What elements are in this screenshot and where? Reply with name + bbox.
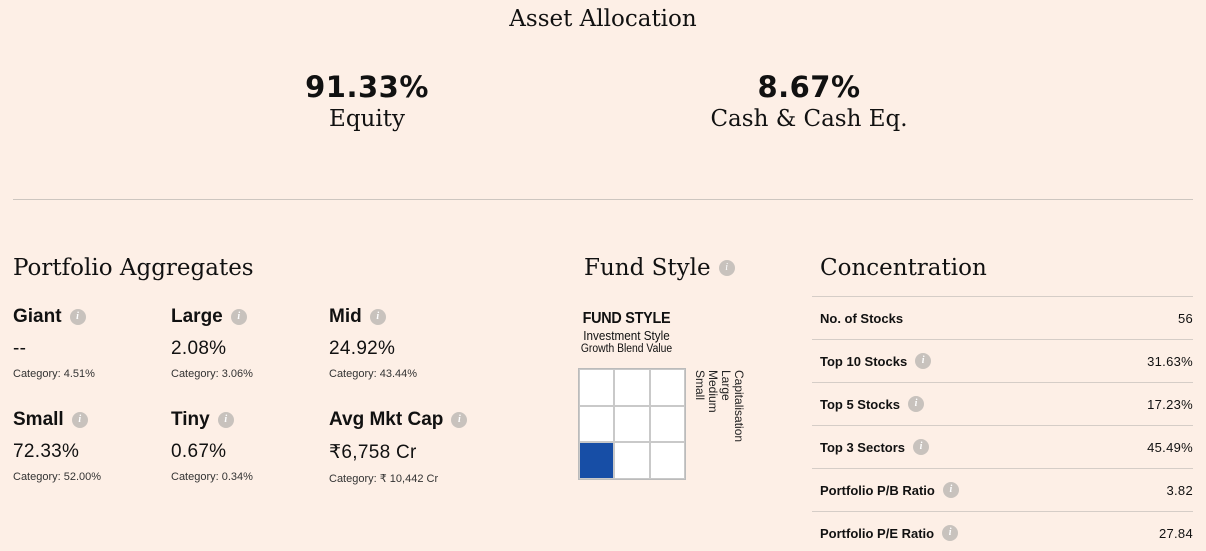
aggregate-name: Mid — [329, 306, 362, 327]
aggregate-giant: Giant i -- Category: 4.51% — [13, 305, 168, 380]
aggregate-value: -- — [13, 338, 27, 359]
concentration-row: Top 10 Stocks i 31.63% — [812, 339, 1193, 382]
concentration-title: Concentration — [820, 255, 987, 281]
aggregate-category: Category: 43.44% — [329, 368, 418, 380]
style-box-subtitle: Investment Style — [583, 328, 670, 343]
cash-label: Cash & Cash Eq. — [710, 106, 908, 132]
concentration-row: Portfolio P/E Ratio i 27.84 — [812, 511, 1193, 551]
aggregate-value: 0.67% — [171, 441, 227, 462]
cash-allocation: 8.67% Cash & Cash Eq. — [679, 70, 939, 132]
info-icon[interactable]: i — [718, 260, 735, 276]
style-cell-large-value — [649, 369, 685, 406]
aggregate-mid: Mid i 24.92% Category: 43.44% — [329, 305, 484, 380]
aggregate-name: Large — [171, 306, 223, 327]
info-icon[interactable]: i — [942, 482, 959, 498]
concentration-row: Top 5 Stocks i 17.23% — [812, 382, 1193, 425]
info-icon[interactable]: i — [69, 309, 86, 325]
fund-style-title-text: Fund Style — [584, 255, 711, 281]
info-icon[interactable]: i — [217, 412, 234, 428]
concentration-label: Portfolio P/E Ratio — [820, 525, 935, 541]
info-icon[interactable]: i — [942, 525, 959, 541]
cash-percent: 8.67% — [757, 70, 861, 104]
aggregate-category: Category: ₹ 10,442 Cr — [329, 473, 439, 485]
portfolio-aggregates-title: Portfolio Aggregates — [13, 255, 254, 281]
style-cell-small-blend — [614, 442, 650, 479]
style-box-vertical-title: Capitalisation — [732, 370, 746, 443]
concentration-value: 27.84 — [1158, 525, 1193, 541]
concentration-row: Portfolio P/B Ratio i 3.82 — [812, 468, 1193, 511]
concentration-value: 56 — [1177, 310, 1193, 326]
concentration-value: 45.49% — [1147, 439, 1193, 455]
aggregate-value: 24.92% — [329, 338, 396, 359]
aggregate-category: Category: 52.00% — [13, 471, 102, 483]
equity-label: Equity — [329, 106, 405, 132]
info-icon[interactable]: i — [451, 412, 468, 428]
style-cell-medium-blend — [614, 405, 650, 443]
aggregate-name: Small — [13, 409, 64, 430]
style-cell-small-growth — [579, 442, 615, 479]
style-cell-small-value — [649, 442, 685, 479]
aggregate-tiny: Tiny i 0.67% Category: 0.34% — [171, 408, 326, 483]
concentration-label: Top 10 Stocks — [820, 353, 908, 369]
info-icon[interactable]: i — [907, 396, 924, 412]
equity-percent: 91.33% — [305, 70, 429, 104]
aggregate-large: Large i 2.08% Category: 3.06% — [171, 305, 326, 380]
aggregate-category: Category: 3.06% — [171, 368, 253, 380]
aggregate-value: 2.08% — [171, 338, 227, 359]
concentration-value: 31.63% — [1147, 353, 1193, 369]
aggregate-small: Small i 72.33% Category: 52.00% — [13, 408, 168, 483]
style-cell-large-growth — [579, 369, 615, 406]
aggregate-name: Tiny — [171, 409, 210, 430]
style-cell-medium-value — [649, 405, 685, 443]
style-cell-large-blend — [614, 369, 650, 406]
style-cell-medium-growth — [579, 405, 615, 443]
info-icon[interactable]: i — [230, 309, 247, 325]
info-icon[interactable]: i — [71, 412, 88, 428]
info-icon[interactable]: i — [915, 353, 932, 369]
section-divider — [13, 199, 1193, 200]
aggregate-value: ₹6,758 Cr — [329, 442, 417, 463]
concentration-value: 17.23% — [1147, 396, 1193, 412]
style-box-columns-label: Growth Blend Value — [580, 343, 673, 355]
fund-style-box: FUND STYLE Investment Style Growth Blend… — [577, 310, 746, 480]
concentration-value: 3.82 — [1166, 482, 1193, 498]
aggregate-category: Category: 0.34% — [171, 471, 253, 483]
info-icon[interactable]: i — [913, 439, 930, 455]
concentration-row: Top 3 Sectors i 45.49% — [812, 425, 1193, 468]
fund-style-title: Fund Style i — [584, 255, 735, 281]
equity-allocation: 91.33% Equity — [237, 70, 497, 132]
concentration-label: Portfolio P/B Ratio — [820, 482, 935, 498]
style-box-grid — [578, 368, 686, 480]
concentration-row: No. of Stocks 56 — [812, 296, 1193, 339]
aggregate-category: Category: 4.51% — [13, 368, 95, 380]
style-box-title: FUND STYLE — [582, 310, 671, 327]
aggregate-value: 72.33% — [13, 441, 80, 462]
style-box-rows-label: Large Medium Small — [693, 370, 733, 413]
aggregate-name: Giant — [13, 306, 62, 327]
concentration-label: Top 3 Sectors — [820, 439, 906, 455]
concentration-table: No. of Stocks 56 Top 10 Stocks i 31.63% T… — [812, 296, 1193, 551]
aggregate-avg-mkt-cap: Avg Mkt Cap i ₹6,758 Cr Category: ₹ 10,44… — [329, 408, 509, 485]
concentration-label: Top 5 Stocks — [820, 396, 900, 412]
asset-allocation-title: Asset Allocation — [509, 6, 697, 32]
info-icon[interactable]: i — [369, 309, 386, 325]
aggregate-name: Avg Mkt Cap — [329, 409, 444, 430]
style-box-vertical-labels: Capitalisation Large Medium Small — [693, 370, 746, 443]
concentration-label: No. of Stocks — [820, 310, 904, 326]
